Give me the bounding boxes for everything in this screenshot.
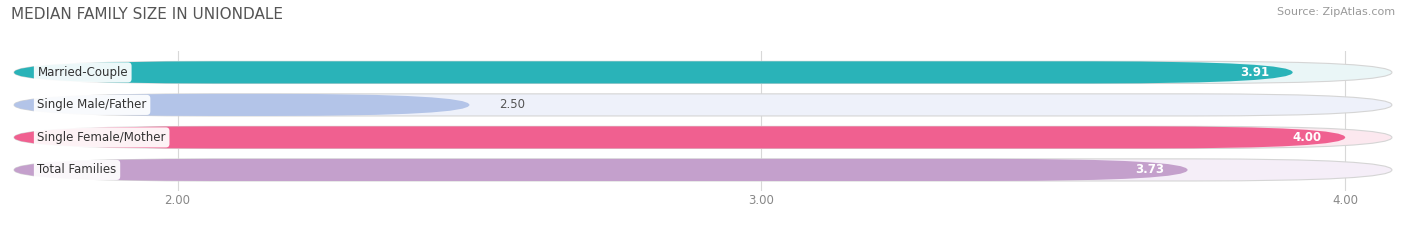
Text: 4.00: 4.00 <box>1292 131 1322 144</box>
FancyBboxPatch shape <box>14 61 1392 83</box>
FancyBboxPatch shape <box>14 94 470 116</box>
FancyBboxPatch shape <box>14 126 1346 148</box>
Text: 2.50: 2.50 <box>499 98 524 111</box>
Text: Total Families: Total Families <box>38 163 117 176</box>
Text: Source: ZipAtlas.com: Source: ZipAtlas.com <box>1277 7 1395 17</box>
Text: Single Female/Mother: Single Female/Mother <box>38 131 166 144</box>
Text: Married-Couple: Married-Couple <box>38 66 128 79</box>
Text: 3.73: 3.73 <box>1135 163 1164 176</box>
Text: 3.91: 3.91 <box>1240 66 1270 79</box>
FancyBboxPatch shape <box>14 94 1392 116</box>
FancyBboxPatch shape <box>14 126 1392 148</box>
Text: MEDIAN FAMILY SIZE IN UNIONDALE: MEDIAN FAMILY SIZE IN UNIONDALE <box>11 7 283 22</box>
Text: Single Male/Father: Single Male/Father <box>38 98 146 111</box>
FancyBboxPatch shape <box>14 159 1392 181</box>
FancyBboxPatch shape <box>14 61 1292 83</box>
FancyBboxPatch shape <box>14 159 1188 181</box>
